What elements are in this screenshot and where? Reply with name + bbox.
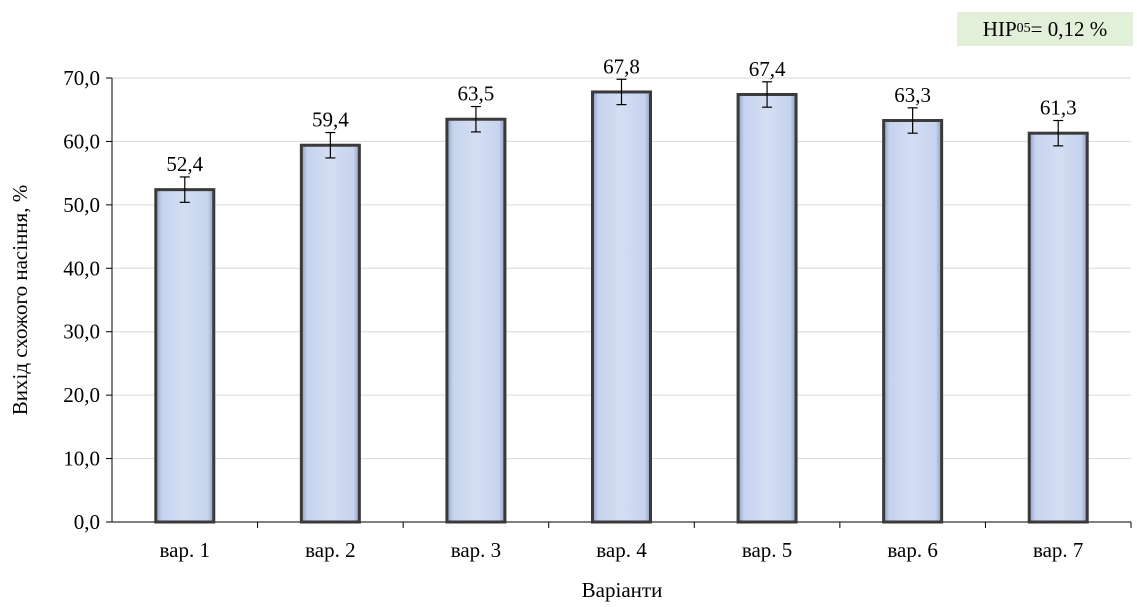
y-tick-label: 50,0 [63,193,100,217]
y-axis-title: Вихід схожого насіння, % [8,185,32,415]
x-tick-label: вар. 1 [160,538,210,562]
x-tick-label: вар. 7 [1033,538,1083,562]
bar [736,92,798,524]
lsd-subscript: 05 [1016,21,1031,36]
x-tick-label: вар. 6 [887,538,937,562]
bar [299,143,361,524]
data-label: 67,8 [603,54,640,78]
x-tick-label: вар. 5 [742,538,792,562]
bars [154,78,1089,524]
lsd-value: = 0,12 % [1030,16,1108,41]
y-tick-label: 40,0 [63,256,100,280]
data-label: 63,5 [458,82,495,106]
y-tick-label: 10,0 [63,447,100,471]
y-tick-label: 0,0 [74,510,100,534]
bar [445,117,507,524]
lsd-annotation: НІР 05 = 0,12 % [957,12,1133,46]
y-tick-label: 20,0 [63,383,100,407]
lsd-label: НІР [982,16,1017,41]
bar [591,90,652,524]
data-label: 63,3 [894,83,931,107]
y-tick-label: 30,0 [63,320,100,344]
x-tick-label: вар. 2 [305,538,355,562]
x-axis-title: Варіанти [582,578,663,602]
data-label: 52,4 [166,152,203,176]
bar [1027,131,1089,524]
x-tick-label: вар. 4 [596,538,647,562]
y-tick-label: 60,0 [63,129,100,153]
data-label: 59,4 [312,108,349,132]
x-tick-label: вар. 3 [451,538,501,562]
bar [154,188,216,524]
y-tick-label: 70,0 [63,66,100,90]
bar [882,118,944,524]
data-label: 67,4 [749,57,786,81]
data-label: 61,3 [1040,95,1077,119]
labels: 0,0 10,0 20,0 30,0 40,0 50,0 60,0 70,0 52,4 вар. … [63,54,1083,562]
